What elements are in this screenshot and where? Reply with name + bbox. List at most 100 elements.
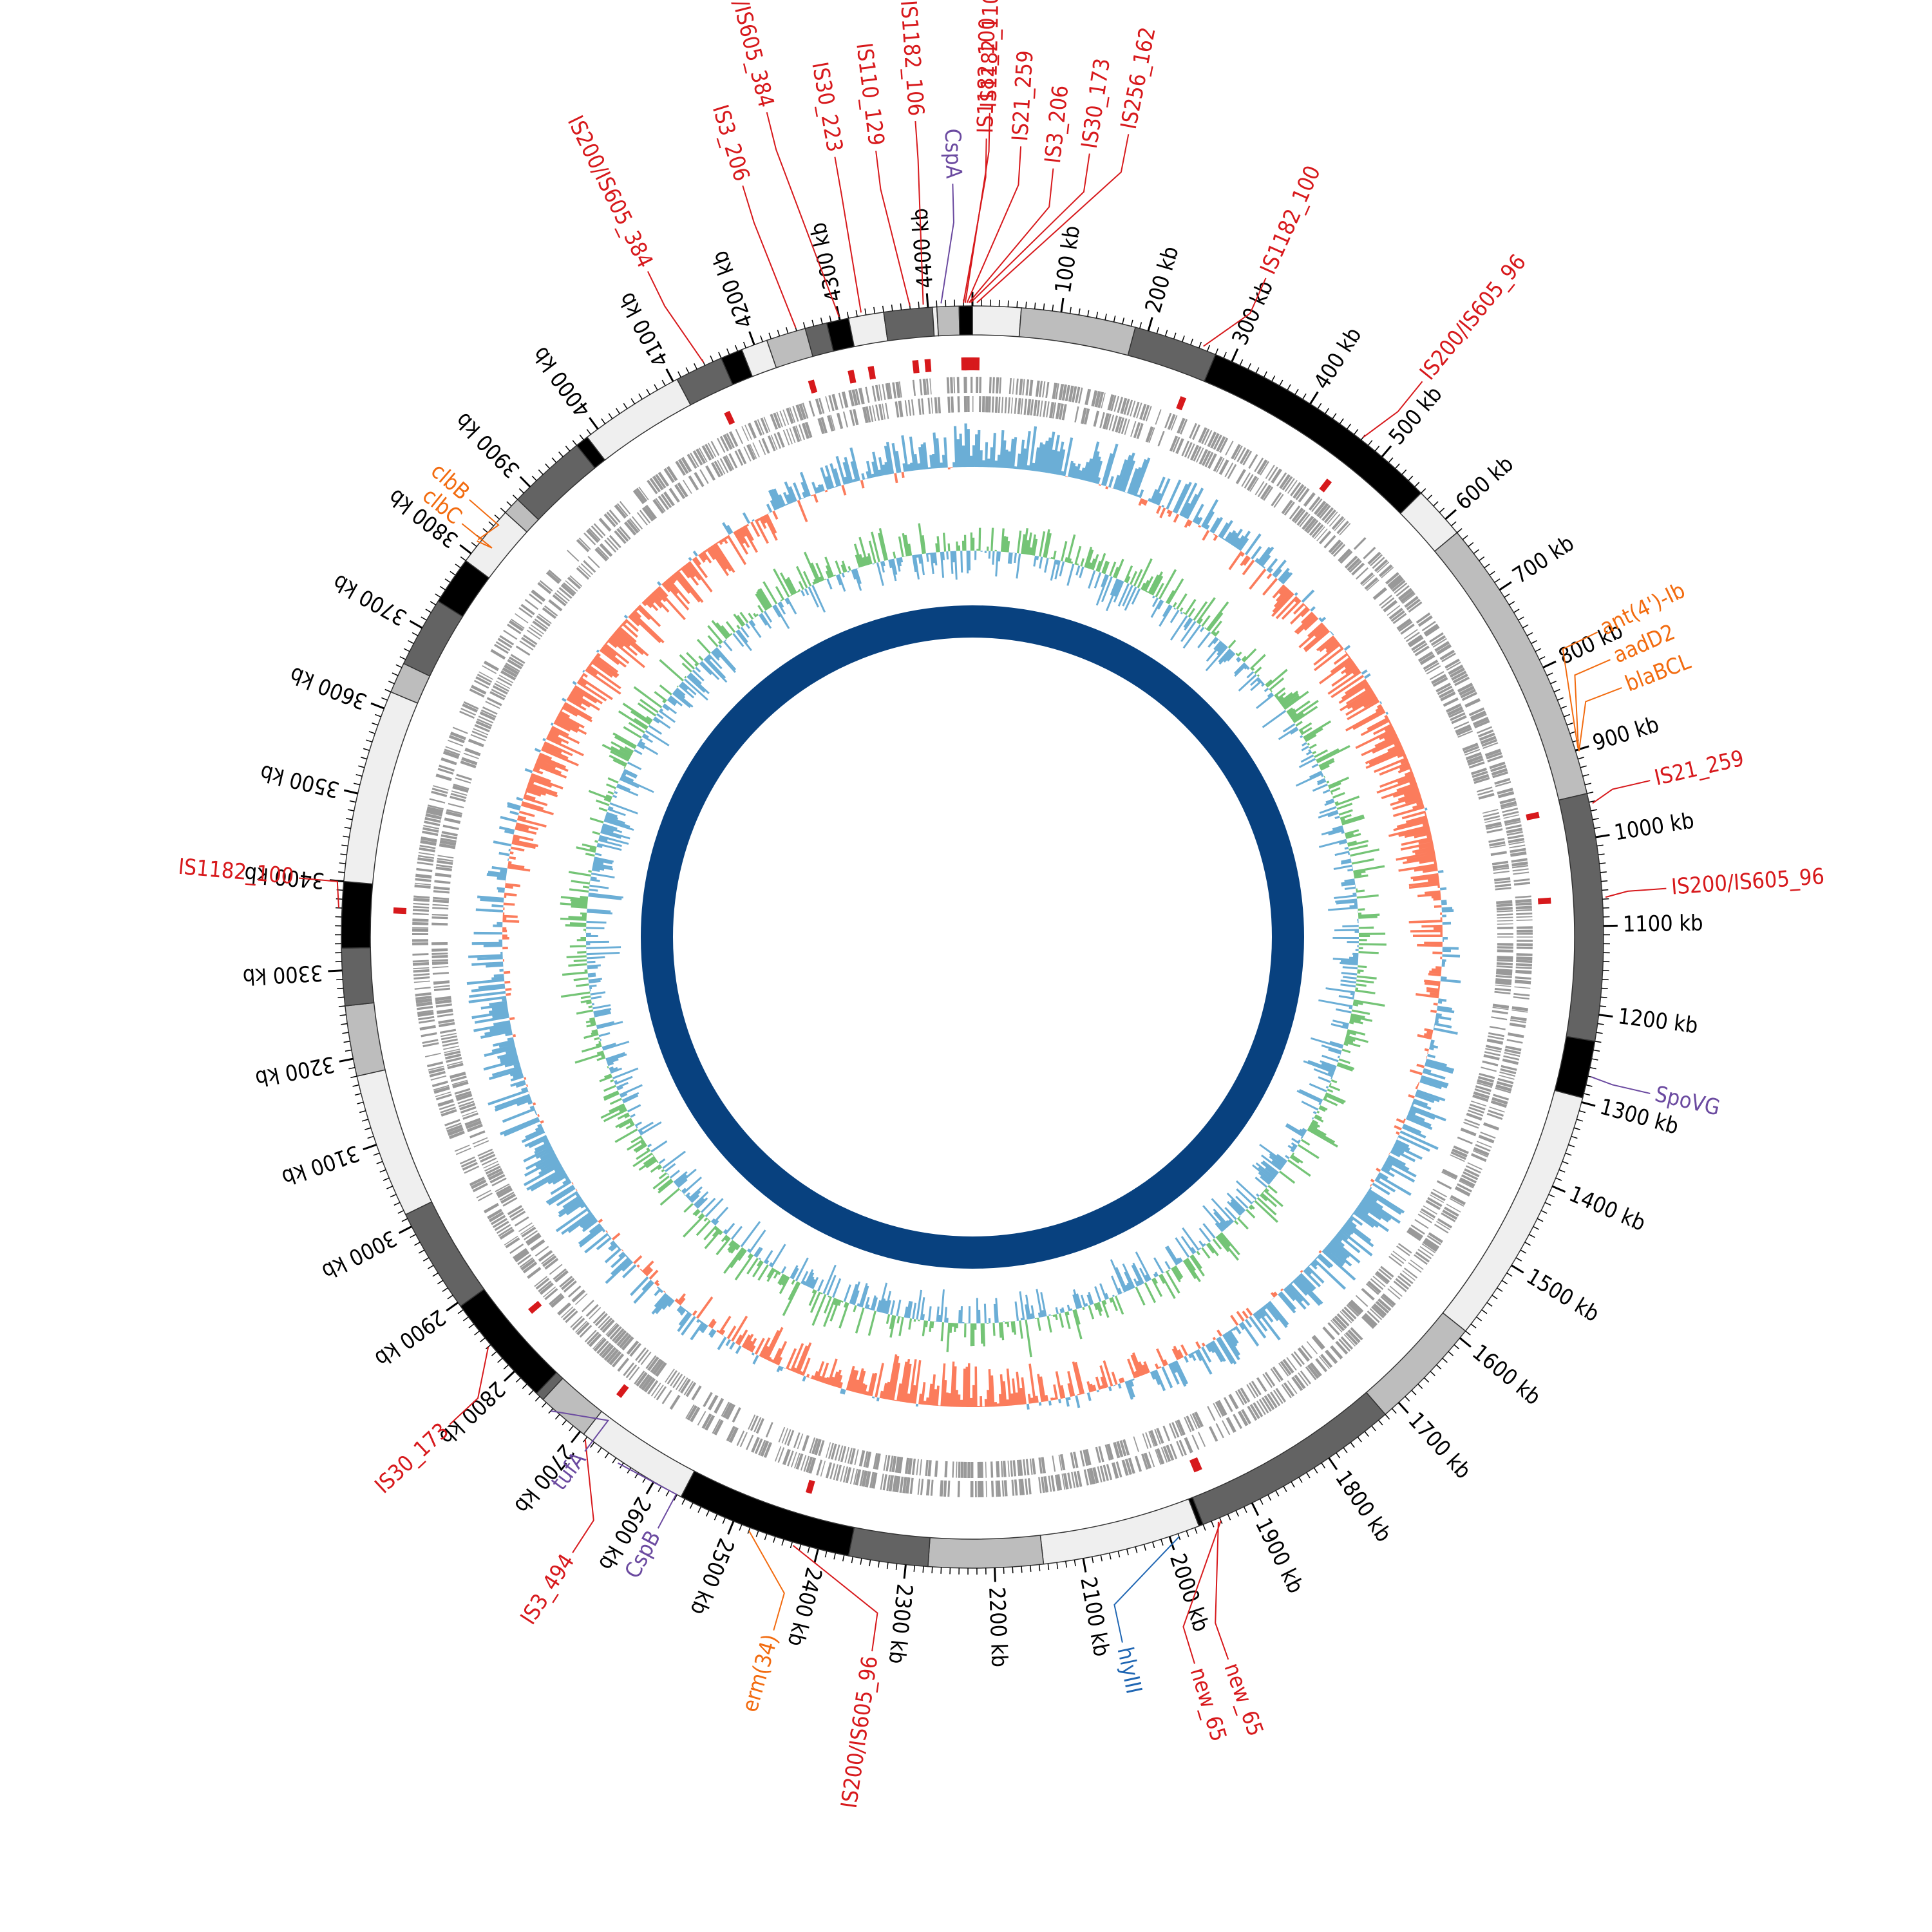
minor-tick <box>710 355 714 362</box>
minor-tick <box>1529 1234 1535 1238</box>
tick-label: 1900 kb <box>1250 1514 1309 1598</box>
minor-tick <box>1091 1557 1094 1564</box>
feature-label: IS200/IS605_384 <box>562 111 658 272</box>
major-tick <box>1444 509 1457 520</box>
minor-tick <box>1597 1023 1604 1025</box>
major-tick <box>1328 1457 1338 1470</box>
minor-tick <box>706 1510 710 1517</box>
minor-tick <box>1508 601 1515 605</box>
minor-tick <box>1122 317 1125 325</box>
minor-tick <box>1302 393 1307 400</box>
tick-label: 3500 kb <box>258 759 342 802</box>
is-element-mark <box>924 359 932 373</box>
major-tick <box>339 1057 354 1063</box>
tick-label: 900 kb <box>1590 712 1662 756</box>
minor-tick <box>457 1309 464 1314</box>
minor-tick <box>1602 889 1609 891</box>
minor-tick <box>802 322 806 329</box>
minor-tick <box>432 1272 439 1277</box>
minor-tick <box>1522 624 1529 629</box>
minor-tick <box>1378 1419 1383 1426</box>
is-element-mark <box>616 1384 629 1398</box>
minor-tick <box>1562 1160 1569 1164</box>
minor-tick <box>1298 1477 1303 1483</box>
minor-tick <box>535 1396 540 1402</box>
minor-tick <box>811 319 815 327</box>
minor-tick <box>829 315 832 323</box>
minor-tick <box>430 601 437 605</box>
minor-tick <box>341 844 348 847</box>
minor-tick <box>604 1452 609 1459</box>
is-element-mark <box>1191 1457 1202 1472</box>
minor-tick <box>936 300 938 307</box>
major-tick <box>363 1144 377 1151</box>
minor-tick <box>450 571 456 576</box>
feature-label: IS1182_100 <box>177 854 295 890</box>
contig-block <box>341 880 374 949</box>
minor-tick <box>471 542 477 547</box>
minor-tick <box>1484 564 1490 569</box>
contig-block <box>356 1069 433 1215</box>
minor-tick <box>1021 1566 1023 1573</box>
minor-tick <box>1600 871 1607 873</box>
minor-tick <box>1104 313 1107 321</box>
tick-label: 3200 kb <box>253 1051 337 1092</box>
minor-tick <box>474 1331 480 1336</box>
minor-tick <box>1550 680 1557 685</box>
tick-label: 2400 kb <box>782 1565 827 1649</box>
minor-tick <box>339 1014 346 1016</box>
tick-label: 3900 kb <box>450 408 525 483</box>
contig-block <box>402 600 464 677</box>
minor-tick <box>1151 1542 1155 1549</box>
feature-label: IS200/IS605_96 <box>1415 250 1531 385</box>
feature-label: IS3_494 <box>516 1549 580 1629</box>
minor-tick <box>352 1084 359 1087</box>
minor-tick <box>572 440 578 446</box>
minor-tick <box>616 408 620 414</box>
minor-tick <box>1325 408 1329 414</box>
minor-tick <box>337 996 345 998</box>
major-tick <box>813 1548 819 1563</box>
minor-tick <box>1544 1202 1551 1206</box>
minor-tick <box>1164 330 1168 337</box>
feature-label: IS1182_110 <box>976 0 1004 108</box>
minor-tick <box>1126 1549 1129 1556</box>
minor-tick <box>786 327 789 334</box>
minor-tick <box>886 1562 889 1569</box>
major-tick <box>1381 445 1392 458</box>
minor-tick <box>1247 363 1251 370</box>
gc-content-negative <box>586 551 1359 1323</box>
contig-block <box>516 444 596 520</box>
contig-block <box>1039 1498 1200 1565</box>
minor-tick <box>365 1127 372 1130</box>
minor-tick <box>1433 501 1439 507</box>
minor-tick <box>1520 1249 1527 1254</box>
minor-tick <box>503 1364 509 1370</box>
major-tick <box>370 702 385 710</box>
minor-tick <box>807 1546 810 1553</box>
feature-leader-line <box>298 877 340 908</box>
minor-tick <box>900 303 902 310</box>
minor-tick <box>512 495 518 500</box>
minor-tick <box>1518 616 1524 621</box>
tick-label: 1800 kb <box>1330 1466 1396 1546</box>
minor-tick <box>773 1536 776 1543</box>
contig-block <box>936 305 960 337</box>
minor-tick <box>468 1323 475 1329</box>
major-tick <box>459 544 472 554</box>
minor-tick <box>918 301 920 308</box>
feature-label: IS21_259 <box>1652 746 1746 791</box>
minor-tick <box>1468 542 1474 547</box>
inner-blast-ring <box>641 605 1304 1269</box>
minor-tick <box>1558 1169 1566 1173</box>
minor-tick <box>1587 791 1594 794</box>
tick-label: 1000 kb <box>1613 808 1696 846</box>
feature-label: IS200/IS605_96 <box>1671 864 1825 900</box>
minor-tick <box>824 1551 828 1558</box>
minor-tick <box>1504 593 1510 598</box>
minor-tick <box>425 609 431 613</box>
minor-tick <box>1566 722 1573 726</box>
minor-tick <box>1596 1032 1603 1034</box>
feature-leader-line <box>618 1462 677 1529</box>
